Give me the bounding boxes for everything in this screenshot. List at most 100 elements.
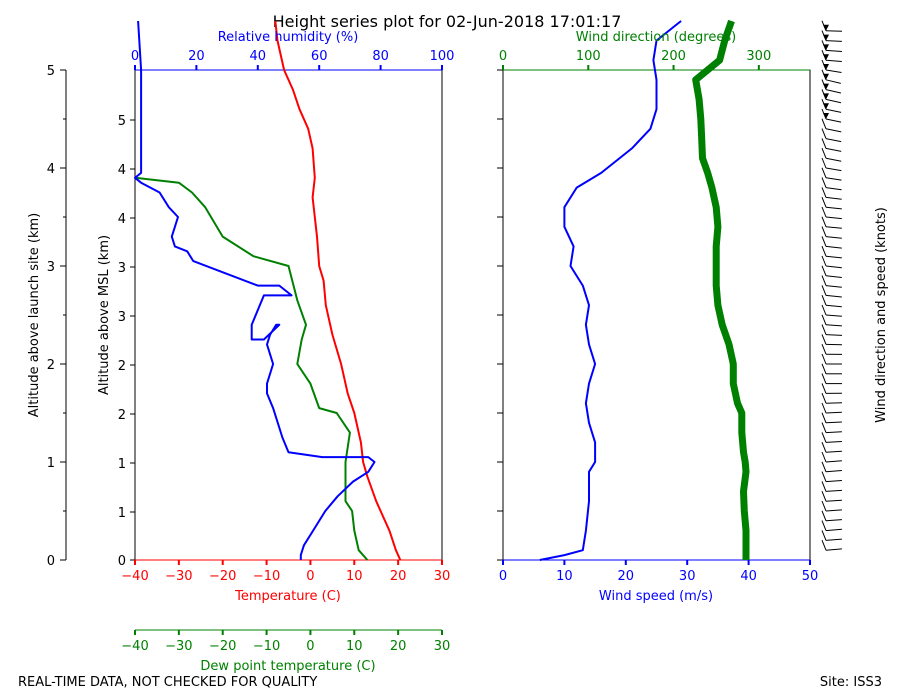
wind-barb-flag bbox=[821, 442, 827, 453]
wind-barb-flag bbox=[821, 177, 827, 188]
wind-direction-tick-label: 300 bbox=[746, 49, 771, 64]
wind-barb-shaft bbox=[825, 30, 843, 32]
dewpoint-tick-label: −10 bbox=[253, 639, 280, 654]
wind-barb-flag bbox=[821, 128, 827, 139]
wind-barb-shaft bbox=[825, 69, 842, 73]
wind-direction-axis-label: Wind direction (degrees) bbox=[576, 30, 736, 45]
msl-altitude-tick-label: 3 bbox=[118, 310, 126, 325]
wind-barb-shaft bbox=[825, 108, 842, 113]
wind-barb-shaft bbox=[825, 304, 842, 308]
temperature-tick-label: −40 bbox=[121, 569, 148, 584]
wind-barb-shaft bbox=[825, 128, 842, 133]
temperature-tick-label: 20 bbox=[390, 569, 407, 584]
dewpoint-axis-label: Dew point temperature (C) bbox=[200, 659, 375, 674]
wind-barb-shaft bbox=[825, 334, 843, 336]
wind-barb-flag bbox=[821, 255, 827, 267]
dewpoint-tick-label: −30 bbox=[165, 639, 192, 654]
rh-tick-label: 40 bbox=[250, 49, 267, 64]
wind-barb-flag bbox=[821, 285, 827, 296]
wind-barb-shaft bbox=[825, 441, 842, 443]
wind-plot-area bbox=[502, 69, 811, 561]
wind-speed-tick-label: 50 bbox=[802, 569, 819, 584]
wind-speed-tick-label: 20 bbox=[618, 569, 635, 584]
wind-barb-shaft bbox=[825, 470, 842, 473]
wind-speed-tick-label: 0 bbox=[499, 569, 507, 584]
wind-barb-shaft bbox=[825, 528, 842, 532]
msl-altitude-tick-label: 4 bbox=[118, 212, 126, 227]
rh-axis-label: Relative humidity (%) bbox=[218, 30, 359, 45]
launch-altitude-tick-label: 0 bbox=[47, 554, 55, 569]
wind-barb-shaft bbox=[825, 118, 842, 123]
wind-speed-axis-ticks: 0 10 20 30 40 50 bbox=[499, 560, 818, 584]
wind-barb-flag bbox=[821, 246, 827, 257]
wind-barb-flag bbox=[821, 167, 827, 178]
thermo-panel: 0 1 2 3 4 5 Altitude above launch site (km) A… bbox=[27, 20, 455, 674]
wind-barb-pennant bbox=[823, 34, 829, 41]
wind-barb-flag bbox=[821, 187, 827, 198]
temperature-tick-label: −20 bbox=[209, 569, 236, 584]
rh-tick-label: 60 bbox=[311, 49, 328, 64]
wind-barb-flag bbox=[821, 216, 827, 227]
wind-barb-shaft bbox=[825, 49, 842, 52]
wind-barb-shaft bbox=[825, 294, 842, 298]
msl-altitude-tick-label: 5 bbox=[118, 114, 126, 129]
wind-barb-pennant bbox=[823, 113, 829, 119]
wind-barb-shaft bbox=[825, 79, 841, 84]
launch-altitude-tick-label: 3 bbox=[47, 260, 55, 275]
wind-barb-flag bbox=[821, 353, 827, 365]
dewpoint-tick-label: −40 bbox=[121, 639, 148, 654]
wind-barb-flag bbox=[821, 304, 827, 316]
wind-barb-flag bbox=[821, 500, 827, 512]
dewpoint-line bbox=[134, 176, 369, 561]
wind-barb-label: Wind direction and speed (knots) bbox=[874, 207, 889, 423]
wind-barb-shaft bbox=[825, 314, 842, 317]
wind-barb-flag bbox=[821, 530, 827, 541]
rh-axis-ticks: 0 20 40 60 80 100 bbox=[131, 49, 455, 70]
wind-barb-shaft bbox=[825, 177, 842, 181]
wind-barb-pennant bbox=[823, 103, 829, 110]
wind-barb-shaft bbox=[825, 157, 842, 162]
thermo-series bbox=[134, 20, 402, 561]
wind-barb-shaft bbox=[825, 255, 842, 259]
wind-barb-shaft bbox=[825, 519, 842, 522]
wind-barb-pennant bbox=[823, 73, 829, 80]
wind-barb-shaft bbox=[825, 138, 842, 143]
wind-barb-shaft bbox=[825, 245, 842, 249]
msl-altitude-tick-label: 1 bbox=[118, 457, 126, 472]
launch-altitude-tick-label: 5 bbox=[47, 64, 55, 79]
wind-barb-shaft bbox=[825, 509, 842, 512]
wind-direction-axis-ticks: 0 100 200 300 bbox=[499, 49, 771, 70]
wind-barb-flag bbox=[821, 363, 827, 374]
wind-barb-shaft bbox=[825, 216, 842, 220]
wind-barb-pennant bbox=[823, 64, 829, 70]
wind-barb-flag bbox=[821, 373, 827, 384]
rh-tick-label: 0 bbox=[131, 49, 139, 64]
rh-line bbox=[134, 20, 376, 560]
wind-barb-shaft bbox=[825, 499, 842, 502]
launch-altitude-tick-label: 4 bbox=[47, 162, 55, 177]
msl-altitude-tick-label: 1 bbox=[118, 506, 126, 521]
wind-barb-shaft bbox=[825, 40, 842, 42]
wind-barb-flag bbox=[821, 432, 827, 443]
temperature-tick-label: −10 bbox=[253, 569, 280, 584]
wind-direction-tick-label: 0 bbox=[499, 49, 507, 64]
wind-barb-flag bbox=[821, 383, 827, 394]
rh-tick-label: 80 bbox=[372, 49, 389, 64]
wind-barb-shaft bbox=[825, 226, 842, 229]
wind-barb-flag bbox=[821, 461, 827, 472]
wind-barb-flag bbox=[821, 324, 827, 335]
rh-tick-label: 100 bbox=[430, 49, 455, 64]
wind-barb-pennant bbox=[823, 54, 829, 61]
wind-speed-tick-label: 40 bbox=[740, 569, 757, 584]
wind-barb-flag bbox=[821, 275, 827, 286]
launch-altitude-tick-label: 2 bbox=[47, 358, 55, 373]
wind-series bbox=[539, 19, 750, 561]
wind-barb-shaft bbox=[825, 538, 842, 541]
wind-barb-flag bbox=[821, 481, 827, 492]
wind-barb-flag bbox=[821, 451, 827, 463]
dewpoint-tick-label: 20 bbox=[390, 639, 407, 654]
wind-barb-flag bbox=[821, 265, 827, 276]
quality-disclaimer: REAL-TIME DATA, NOT CHECKED FOR QUALITY bbox=[18, 675, 317, 690]
wind-barb-flag bbox=[821, 344, 827, 355]
wind-barb-flag bbox=[821, 393, 827, 404]
